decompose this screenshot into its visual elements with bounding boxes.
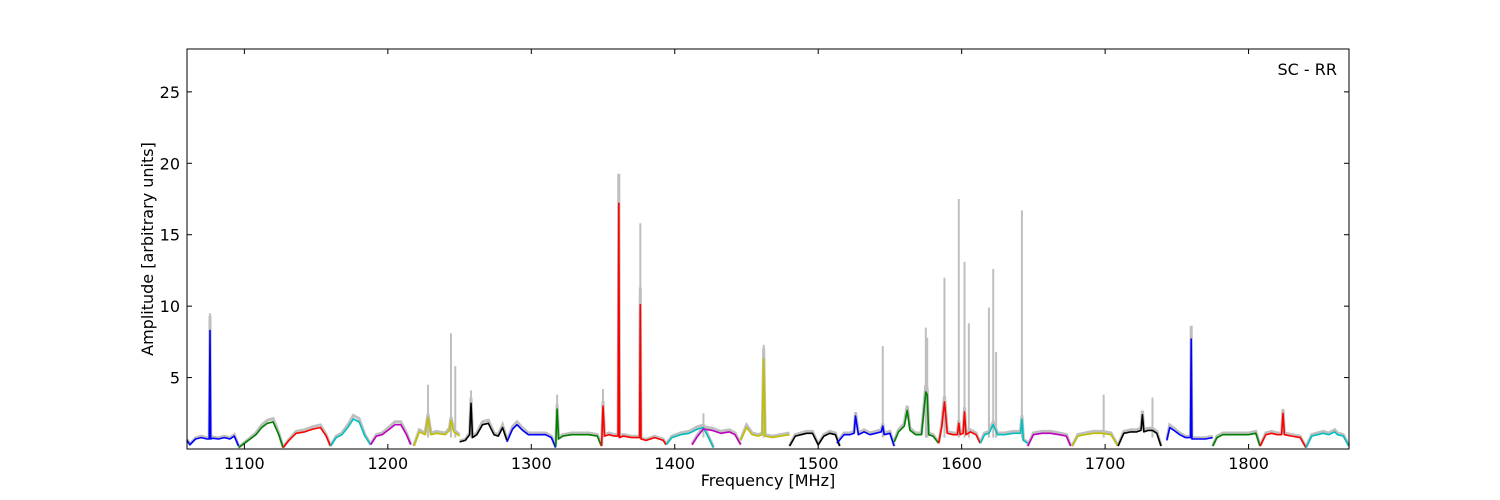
series-line-15	[893, 391, 940, 444]
series-line-24	[1305, 431, 1350, 448]
panel-annotation: SC - RR	[1277, 60, 1337, 79]
series-line-3	[329, 418, 372, 447]
background-band-4	[369, 420, 413, 445]
series-line-2	[282, 426, 332, 449]
x-tick-label-1100: 1100	[224, 454, 265, 473]
background-band-9	[600, 173, 668, 446]
series-line-4	[369, 423, 412, 446]
series-line-5	[412, 416, 461, 447]
series-line-10	[665, 426, 715, 448]
series-line-0	[186, 329, 240, 447]
background-band-18	[1026, 429, 1073, 447]
background-band-2	[281, 423, 332, 449]
series-line-18	[1026, 432, 1072, 447]
ticks-layer: 1100 1200 1300 1400 1500 1600 1700 1800 5 10 15 20 2…	[160, 49, 1349, 473]
background-band-8	[554, 404, 604, 447]
y-tick-label-10: 10	[160, 297, 180, 316]
series-line-21	[1166, 338, 1213, 441]
series-line-17	[979, 418, 1029, 444]
series-line-11	[691, 428, 742, 446]
x-tick-label-1600: 1600	[941, 454, 982, 473]
background-band-11	[690, 424, 743, 445]
background-band-19	[1070, 429, 1120, 447]
series-line-7	[506, 423, 557, 448]
background-band-20	[1116, 410, 1163, 447]
x-tick-label-1800: 1800	[1228, 454, 1269, 473]
x-tick-label-1300: 1300	[511, 454, 552, 473]
series-line-13	[788, 432, 841, 447]
x-tick-label-1500: 1500	[798, 454, 839, 473]
background-band-14	[835, 411, 896, 447]
series-line-16	[937, 401, 982, 444]
background-band-3	[329, 413, 372, 447]
y-tick-label-25: 25	[160, 83, 180, 102]
background-band-24	[1304, 427, 1351, 449]
series-line-1	[238, 421, 284, 449]
series-line-20	[1117, 413, 1162, 447]
x-tick-label-1700: 1700	[1085, 454, 1126, 473]
series-line-9	[600, 202, 667, 447]
y-tick-label-5: 5	[170, 369, 180, 388]
x-axis-label: Frequency [MHz]	[701, 471, 835, 490]
x-tick-label-1200: 1200	[367, 454, 408, 473]
background-band-0	[185, 316, 241, 447]
x-tick-label-1400: 1400	[654, 454, 695, 473]
series-line-23	[1259, 412, 1307, 449]
y-axis-label: Amplitude [arbitrary units]	[138, 142, 157, 356]
background-band-22	[1211, 429, 1262, 447]
plot-frame	[186, 48, 1350, 450]
series-layer	[186, 202, 1350, 449]
background-band-21	[1165, 325, 1214, 440]
series-line-22	[1211, 432, 1261, 447]
series-line-14	[836, 415, 895, 447]
series-line-6	[459, 402, 508, 443]
y-tick-label-20: 20	[160, 154, 180, 173]
series-line-12	[739, 358, 790, 441]
background-spectrum-layer	[185, 173, 1351, 449]
series-line-19	[1071, 432, 1119, 447]
series-line-8	[554, 408, 603, 447]
y-tick-label-15: 15	[160, 226, 180, 245]
background-band-7	[505, 419, 558, 448]
